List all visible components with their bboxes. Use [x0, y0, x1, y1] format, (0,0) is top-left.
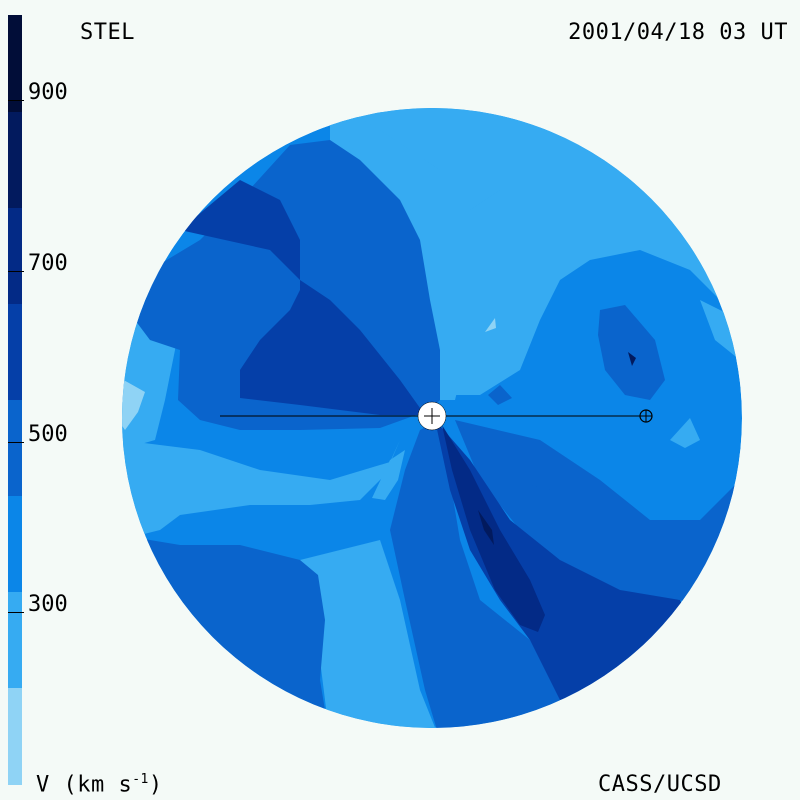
contour-500-600 [598, 305, 665, 400]
colorbar-segment [8, 687, 22, 785]
colorbar-segment [8, 303, 22, 400]
contour-200-300 [122, 378, 145, 430]
colorbar-segment [8, 15, 22, 112]
contour-500-600 [488, 385, 512, 405]
contour-800-900 [628, 352, 636, 366]
contour-800-900 [478, 510, 494, 545]
colorbar-tick-mark [8, 442, 24, 443]
colorbar-tick-mark [8, 100, 24, 101]
contour-300-400 [300, 540, 440, 728]
colorbar-tick-300: 300 [28, 592, 68, 617]
credit-label: CASS/UCSD [598, 772, 722, 797]
colorbar-tick-900: 900 [28, 80, 68, 105]
contour-600-700 [435, 420, 700, 700]
colorbar-tick-mark [8, 612, 24, 613]
contour-300-400 [670, 418, 700, 448]
datetime-label: 2001/04/18 03 UT [568, 20, 788, 45]
colorbar-segment [8, 111, 22, 208]
contour-500-600 [528, 460, 562, 490]
contour-700-800 [442, 425, 545, 632]
colorbar-tick-mark [8, 271, 24, 272]
colorbar-tick-700: 700 [28, 251, 68, 276]
contour-500-600 [122, 535, 330, 728]
colorbar-segment [8, 207, 22, 304]
units-label: V (km s-1) [36, 772, 163, 798]
contour-600-700 [180, 180, 425, 415]
contour-500-600 [390, 420, 560, 728]
contour-300-400 [372, 450, 405, 500]
observatory-label: STEL [80, 20, 135, 45]
colorbar-segment [8, 591, 22, 689]
contour-500-600 [455, 420, 740, 620]
contour-200-300 [485, 318, 496, 332]
colorbar-segment [8, 399, 22, 497]
contour-300-400 [122, 440, 400, 540]
colorbar-segment [8, 495, 22, 593]
colorbar-tick-500: 500 [28, 422, 68, 447]
